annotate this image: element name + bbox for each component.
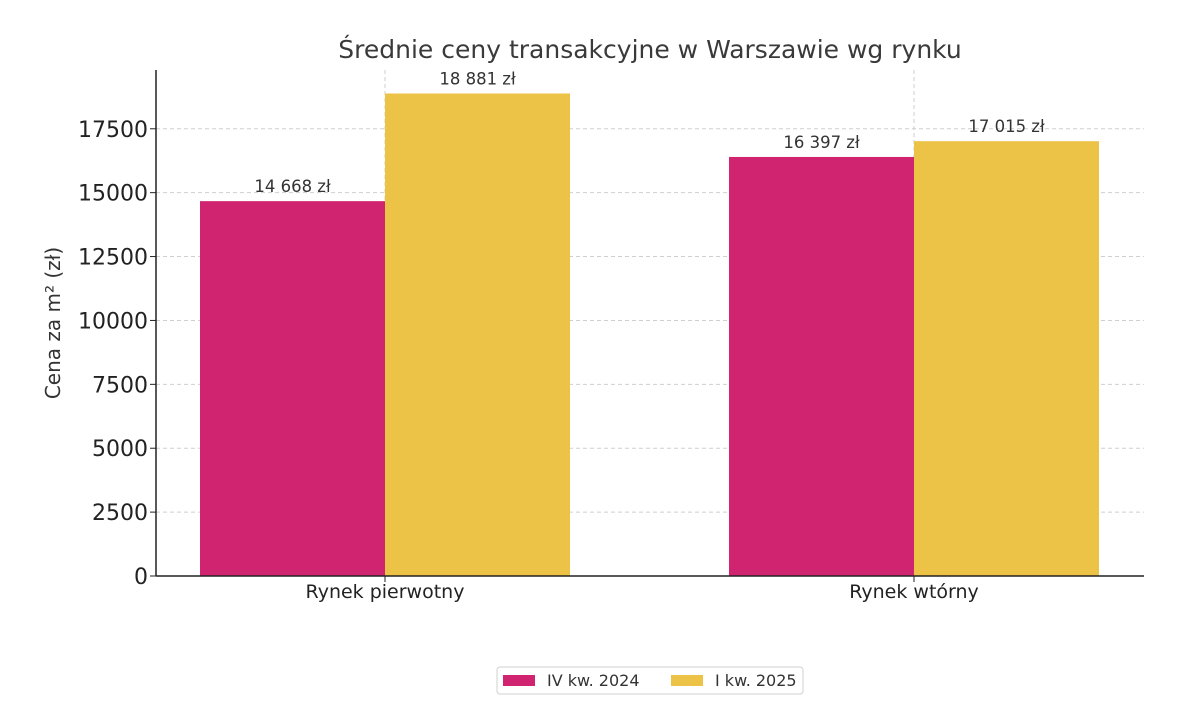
- legend-label: IV kw. 2024: [547, 671, 640, 690]
- bar: [914, 141, 1099, 576]
- y-axis-ticks: 0 2500 5000 7500 10000 12500 15000 17500: [78, 118, 156, 590]
- y-tick-label: 0: [134, 565, 148, 590]
- axes: [155, 70, 1144, 577]
- bars: [200, 93, 1099, 576]
- legend-box: [496, 666, 804, 695]
- data-label: 16 397 zł: [783, 133, 860, 152]
- data-labels: 14 668 zł 18 881 zł 16 397 zł 17 015 zł: [254, 69, 1045, 196]
- legend-swatch: [671, 675, 703, 686]
- legend-swatch: [503, 675, 535, 686]
- y-tick-label: 12500: [78, 246, 148, 271]
- y-tick-label: 10000: [78, 309, 148, 334]
- y-tick-label: 7500: [92, 373, 148, 398]
- x-tick-label: Rynek pierwotny: [306, 581, 465, 603]
- bar: [385, 93, 570, 576]
- data-label: 18 881 zł: [439, 69, 516, 88]
- chart-title: Średnie ceny transakcyjne w Warszawie wg…: [338, 34, 961, 64]
- x-axis-ticks: Rynek pierwotny Rynek wtórny: [306, 576, 979, 603]
- y-tick-label: 5000: [92, 437, 148, 462]
- data-label: 14 668 zł: [254, 177, 331, 196]
- y-tick-label: 17500: [78, 118, 148, 143]
- x-tick-label: Rynek wtórny: [849, 581, 979, 603]
- legend-label: I kw. 2025: [715, 671, 797, 690]
- bar: [200, 201, 385, 576]
- data-label: 17 015 zł: [968, 117, 1045, 136]
- y-axis-label: Cena za m² (zł): [41, 247, 65, 399]
- legend: IV kw. 2024 I kw. 2025: [496, 666, 804, 695]
- y-tick-label: 2500: [92, 501, 148, 526]
- y-tick-label: 15000: [78, 182, 148, 207]
- bar: [729, 156, 914, 576]
